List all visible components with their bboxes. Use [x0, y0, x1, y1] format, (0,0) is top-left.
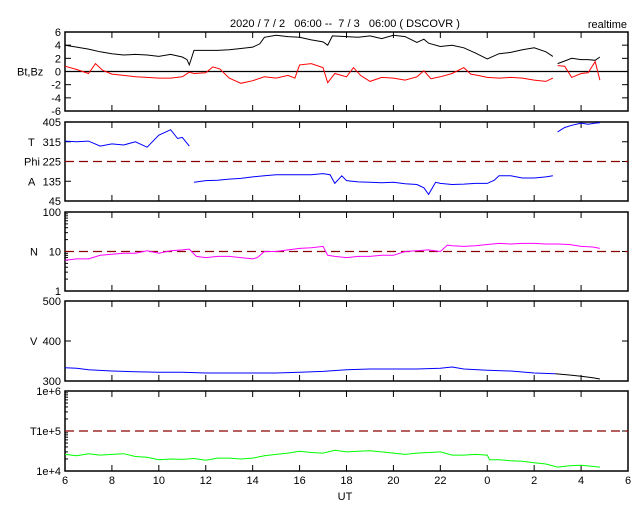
y-tick-label: 10 [49, 247, 61, 259]
x-tick-label: 12 [200, 475, 212, 487]
x-tick-label: 6 [625, 475, 631, 487]
y-tick-label: 500 [43, 296, 61, 308]
y-tick-label: -6 [51, 106, 61, 118]
x-tick-label: 22 [434, 475, 446, 487]
series-bt [64, 34, 554, 67]
panel-speed: 500 400 300 V [30, 296, 629, 388]
y-tick-label: 6 [55, 27, 61, 39]
x-tick-label: 8 [109, 475, 115, 487]
y-axis-label: Phi [24, 157, 40, 169]
y-tick-label: 405 [43, 117, 61, 129]
y-tick-label: -2 [51, 80, 61, 92]
x-tick-label: 0 [484, 475, 490, 487]
y-tick-label: 100 [43, 207, 61, 219]
series-bt-late [557, 56, 601, 65]
y-tick-label: 300 [43, 376, 61, 388]
x-axis-label: UT [338, 491, 353, 503]
y-tick-label: 2 [55, 53, 61, 65]
y-tick-label: 1e+6 [36, 386, 61, 398]
y-axis-label: N [30, 247, 38, 259]
series-v [64, 366, 556, 375]
panel-density: 100 10 1 N [30, 207, 629, 298]
panel-bt-bz: 642 0-2-4-6 Bt,Bz [17, 27, 629, 118]
y-axis-label: V [30, 336, 38, 348]
series-phi-away [193, 173, 553, 196]
x-tick-label: 4 [578, 475, 584, 487]
y-tick-label: -4 [51, 93, 61, 105]
x-tick-label: 20 [387, 475, 399, 487]
y-axis-label: A [28, 176, 36, 188]
series-phi-late [557, 122, 600, 133]
y-axis-label: T [30, 426, 37, 438]
y-tick-label: 225 [43, 157, 61, 169]
y-tick-label: 1e+4 [36, 466, 61, 478]
panel-frame [64, 300, 629, 382]
y-axis-label: T [28, 137, 35, 149]
x-tick-label: 2 [531, 475, 537, 487]
series-n [64, 242, 600, 261]
y-tick-label: 1e+5 [36, 426, 61, 438]
panel-phi: 405 315 225 135 45 T Phi A [24, 117, 629, 208]
x-tick-label: 18 [340, 475, 352, 487]
y-tick-label: 135 [43, 176, 61, 188]
y-axis-label: Bt,Bz [17, 67, 43, 79]
x-tick-label: 16 [293, 475, 305, 487]
series-v-late [555, 373, 600, 380]
y-tick-label: 4 [55, 40, 61, 52]
panel-temperature: 6 8 10 12 14 16 18 20 22 0 2 4 6 1e+6 1e+5 1e+4 T [30, 386, 631, 487]
panels: 6420-2-4-6Bt,Bz40531522513545TPhiA100101… [17, 27, 631, 487]
x-tick-label: 10 [153, 475, 165, 487]
y-tick-label: 315 [43, 137, 61, 149]
series-t [64, 449, 600, 468]
series-phi-toward [64, 129, 190, 148]
series-bz-late [557, 60, 601, 81]
x-tick-label: 14 [247, 475, 259, 487]
y-tick-label: 1 [55, 286, 61, 298]
mode-label: realtime [588, 19, 627, 31]
chart-title: 2020 / 7 / 2 06:00 -- 7 / 3 06:00 ( DSCO… [230, 18, 460, 30]
y-tick-label: 400 [43, 336, 61, 348]
y-tick-label: 0 [55, 67, 61, 79]
x-tick-label: 6 [62, 475, 68, 487]
y-tick-label: 45 [49, 196, 61, 208]
series-bz [64, 62, 554, 84]
